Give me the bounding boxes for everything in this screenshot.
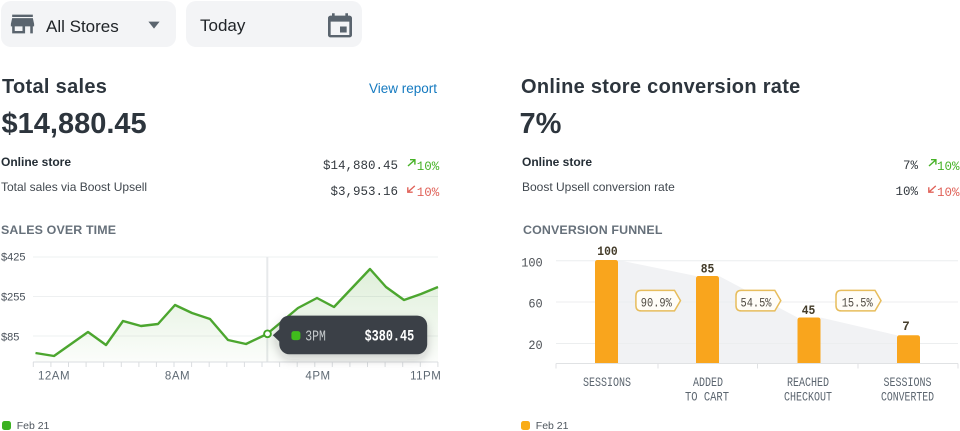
svg-text:60: 60 — [528, 297, 542, 312]
svg-text:CONVERTED: CONVERTED — [881, 390, 934, 405]
svg-text:20: 20 — [528, 338, 542, 353]
svg-text:15.5%: 15.5% — [842, 296, 873, 311]
svg-text:SESSIONS: SESSIONS — [884, 375, 932, 390]
svg-text:12AM: 12AM — [38, 370, 70, 382]
svg-text:90.9%: 90.9% — [641, 296, 672, 311]
svg-text:100: 100 — [597, 245, 617, 259]
svg-text:$255: $255 — [1, 291, 25, 303]
svg-text:$425: $425 — [1, 252, 25, 264]
svg-text:REACHED: REACHED — [787, 375, 829, 390]
svg-text:8AM: 8AM — [165, 370, 190, 382]
svg-text:ADDED: ADDED — [693, 375, 723, 390]
svg-text:45: 45 — [802, 304, 816, 318]
svg-text:7: 7 — [902, 320, 910, 334]
svg-text:TO CART: TO CART — [685, 390, 729, 405]
svg-text:11PM: 11PM — [410, 370, 441, 382]
svg-text:54.5%: 54.5% — [741, 296, 772, 311]
svg-text:3PM: 3PM — [305, 329, 326, 346]
svg-text:SESSIONS: SESSIONS — [583, 375, 631, 390]
svg-text:$85: $85 — [1, 331, 19, 343]
svg-text:4PM: 4PM — [305, 370, 330, 382]
svg-text:85: 85 — [701, 262, 715, 276]
svg-text:100: 100 — [521, 255, 543, 270]
svg-text:CHECKOUT: CHECKOUT — [784, 390, 832, 405]
svg-text:$380.45: $380.45 — [365, 328, 415, 346]
